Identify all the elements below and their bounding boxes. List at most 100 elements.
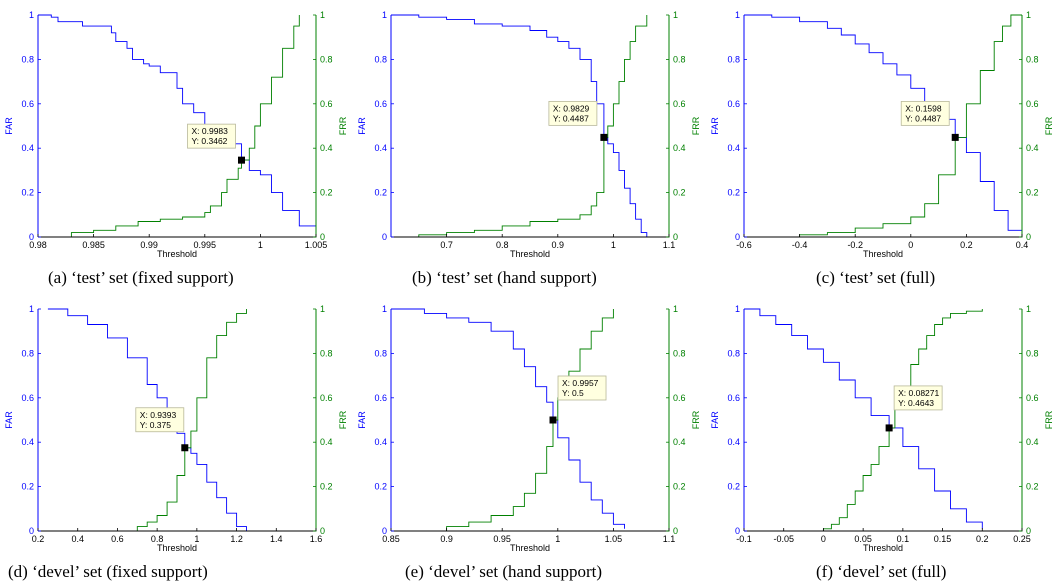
caption-b: (b) ‘test’ set (hand support) bbox=[412, 268, 597, 287]
x-axis-label: Threshold bbox=[510, 543, 550, 553]
y-right-tick-label: 0 bbox=[1026, 232, 1031, 242]
x-tick-label: 0.95 bbox=[493, 534, 511, 544]
y-right-tick-label: 0.4 bbox=[320, 437, 333, 447]
x-tick-label: 0.7 bbox=[440, 240, 453, 250]
x-axis-label: Threshold bbox=[157, 543, 197, 553]
x-tick-label: -0.4 bbox=[792, 240, 808, 250]
x-tick-label: 0.98 bbox=[29, 240, 47, 250]
y-left-tick-label: 0.4 bbox=[374, 437, 387, 447]
datatip-y-text: Y: 0.4487 bbox=[553, 113, 589, 123]
y-right-tick-label: 0 bbox=[320, 232, 325, 242]
y-left-axis-label: FAR bbox=[4, 117, 14, 135]
y-right-tick-label: 0.2 bbox=[320, 482, 333, 492]
datatip-box bbox=[900, 100, 950, 126]
x-tick-label: -0.2 bbox=[847, 240, 863, 250]
y-left-tick-label: 1 bbox=[382, 10, 387, 20]
datatip-y-text: Y: 0.3462 bbox=[191, 136, 227, 146]
x-tick-label: 0.05 bbox=[854, 534, 872, 544]
series-far-line bbox=[38, 14, 317, 235]
x-tick-label: 1.05 bbox=[605, 534, 623, 544]
y-left-tick-label: 0.8 bbox=[727, 348, 740, 358]
right-axis-line bbox=[744, 15, 1023, 238]
y-right-axis-label: FRR bbox=[691, 410, 701, 429]
y-right-tick-label: 0.6 bbox=[320, 393, 333, 403]
y-right-tick-label: 0.4 bbox=[1026, 143, 1039, 153]
series-frr-line bbox=[424, 309, 614, 532]
y-right-tick-label: 0.8 bbox=[320, 348, 333, 358]
datatip-marker bbox=[600, 133, 608, 141]
y-left-tick-label: 0 bbox=[29, 232, 34, 242]
x-tick-label: 0.8 bbox=[151, 534, 164, 544]
chart-panel-e: 0.85 0.9 0.95 1 1.05 1.1 0 0.2 0.4 0.6 0.8 1 0 0.2 0.4… bbox=[353, 294, 706, 588]
datatip-marker bbox=[237, 156, 245, 164]
y-right-tick-label: 0.4 bbox=[320, 143, 333, 153]
x-tick-label: 0.2 bbox=[976, 534, 989, 544]
x-tick-label: -0.05 bbox=[773, 534, 794, 544]
datatip-x-text: X: 0.9983 bbox=[191, 126, 228, 136]
datatip-x-text: X: 0.9393 bbox=[140, 410, 177, 420]
chart-panel-d: 0.2 0.4 0.6 0.8 1 1.2 1.4 1.6 0 0.2 0.4 0.6 0.8 1 0 0.2… bbox=[0, 294, 353, 588]
y-right-axis-label: FRR bbox=[338, 116, 348, 135]
series-far-line bbox=[744, 308, 983, 529]
y-right-tick-label: 0.4 bbox=[673, 143, 686, 153]
datatip-x-text: X: 0.9957 bbox=[562, 378, 599, 388]
y-left-tick-label: 0.4 bbox=[374, 143, 387, 153]
y-left-tick-label: 1 bbox=[735, 304, 740, 314]
x-tick-label: 1.4 bbox=[270, 534, 283, 544]
series-frr-line bbox=[396, 15, 648, 238]
y-left-tick-label: 0.6 bbox=[21, 393, 34, 403]
chart-a: 0.98 0.985 0.99 0.995 1 1.00500.20.40.60.8100… bbox=[4, 10, 348, 259]
x-axis-label: Threshold bbox=[863, 543, 903, 553]
series-far-line bbox=[47, 308, 247, 531]
right-axis-line bbox=[38, 15, 317, 238]
y-right-tick-label: 0.8 bbox=[1026, 54, 1039, 64]
y-right-tick-label: 0.2 bbox=[673, 188, 686, 198]
y-right-tick-label: 1 bbox=[1026, 304, 1031, 314]
datatip-y-text: Y: 0.5 bbox=[562, 388, 584, 398]
y-right-tick-label: 0 bbox=[673, 526, 678, 536]
y-left-tick-label: 0.4 bbox=[727, 437, 740, 447]
right-axis-line bbox=[391, 309, 670, 532]
y-right-tick-label: 0.8 bbox=[673, 348, 686, 358]
caption-c: (c) ‘test’ set (full) bbox=[816, 268, 936, 287]
x-tick-label: 0.4 bbox=[71, 534, 84, 544]
datatip-marker bbox=[181, 444, 189, 452]
y-right-tick-label: 0 bbox=[1026, 526, 1031, 536]
x-tick-label: 0.1 bbox=[897, 534, 910, 544]
chart-panel-c: -0.6 -0.4 -0.2 0 0.2 0.4 0 0.2 0.4 0.6 0.8 1 0 0.2 0.4… bbox=[706, 0, 1059, 294]
y-right-tick-label: 0 bbox=[320, 526, 325, 536]
y-right-tick-label: 0.8 bbox=[1026, 348, 1039, 358]
y-left-tick-label: 0.6 bbox=[374, 393, 387, 403]
x-tick-label: 0.15 bbox=[934, 534, 952, 544]
y-right-tick-label: 1 bbox=[320, 10, 325, 20]
chart-panel-a: 0.98 0.985 0.99 0.995 1 1.005 0 0.2 0.4 0.6 0.8 1 0 0… bbox=[0, 0, 353, 294]
series-frr-line bbox=[807, 309, 983, 532]
chart-c: -0.6 -0.4 -0.2 0 0.2 0.400.20.40.60.8100.20.4… bbox=[710, 10, 1054, 259]
series-far-line bbox=[391, 308, 625, 529]
y-left-tick-label: 0.8 bbox=[374, 348, 387, 358]
x-axis-label: Threshold bbox=[863, 249, 903, 259]
y-left-axis-label: FAR bbox=[4, 411, 14, 429]
y-left-axis-label: FAR bbox=[710, 117, 720, 135]
y-left-tick-label: 0.4 bbox=[727, 143, 740, 153]
x-tick-label: -0.6 bbox=[736, 240, 752, 250]
y-right-tick-label: 0.6 bbox=[673, 99, 686, 109]
x-tick-label: 1.2 bbox=[230, 534, 243, 544]
x-tick-label: 0.9 bbox=[440, 534, 453, 544]
chart-d: 0.2 0.4 0.6 0.8 1 1.2 1.4 1.600.20.40.60.8100.2… bbox=[4, 304, 348, 553]
x-tick-label: 0.9 bbox=[552, 240, 565, 250]
y-left-tick-label: 1 bbox=[382, 304, 387, 314]
x-tick-label: 0.25 bbox=[1013, 534, 1031, 544]
x-tick-label: 0.99 bbox=[140, 240, 158, 250]
y-right-axis-label: FRR bbox=[1044, 116, 1054, 135]
x-tick-label: 1 bbox=[194, 534, 199, 544]
chart-b: 0.7 0.8 0.9 1 1.100.20.40.60.8100.20.40.60.8… bbox=[357, 10, 701, 259]
y-left-tick-label: 0.6 bbox=[727, 99, 740, 109]
chart-f: -0.1 -0.05 0 0.05 0.1 0.15 0.2 0.2500.20.40.60.… bbox=[710, 304, 1054, 553]
y-left-tick-label: 0.2 bbox=[21, 188, 34, 198]
y-left-tick-label: 0.8 bbox=[21, 54, 34, 64]
y-left-tick-label: 1 bbox=[29, 304, 34, 314]
y-right-tick-label: 0.2 bbox=[1026, 188, 1039, 198]
y-left-axis-label: FAR bbox=[357, 411, 367, 429]
x-tick-label: 0.995 bbox=[194, 240, 217, 250]
